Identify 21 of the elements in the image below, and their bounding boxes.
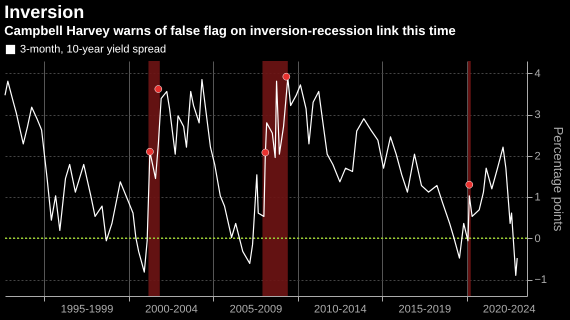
point <box>466 180 474 188</box>
y-tick-label: 1 <box>534 192 541 204</box>
point <box>282 72 290 80</box>
legend-label: 3-month, 10-year yield spread <box>20 44 166 56</box>
x-tick-label: 2000-2004 <box>145 304 198 316</box>
y-tick-label: 0 <box>534 232 541 245</box>
chart-title: Inversion <box>4 2 84 22</box>
point <box>154 85 162 93</box>
y-tick-label: −1 <box>534 274 548 286</box>
chart-subtitle: Campbell Harvey warns of false flag on inversion-recession link this time <box>4 23 456 38</box>
x-tick-label: 2015-2019 <box>398 304 452 316</box>
x-tick-label: 2020-2024 <box>482 304 536 316</box>
y-tick-label: 3 <box>534 109 541 122</box>
y-tick-label: 2 <box>534 150 541 162</box>
x-tick-label: 2005-2009 <box>230 304 282 316</box>
point <box>146 148 154 156</box>
y-tick-label: 4 <box>534 68 541 80</box>
point <box>262 148 270 156</box>
x-tick-label: 2010-2014 <box>314 304 367 316</box>
y-axis-title: Percentage points <box>551 126 566 232</box>
x-tick-label: 1995-1999 <box>60 304 114 316</box>
